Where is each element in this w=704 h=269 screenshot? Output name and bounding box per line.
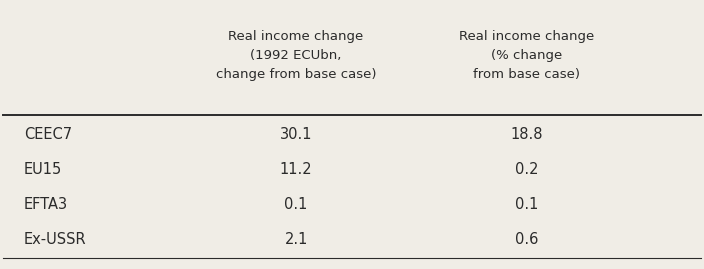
Text: 18.8: 18.8 — [510, 127, 543, 142]
Text: 11.2: 11.2 — [279, 162, 313, 177]
Text: 30.1: 30.1 — [280, 127, 313, 142]
Text: 0.6: 0.6 — [515, 232, 539, 247]
Text: Real income change
(% change
from base case): Real income change (% change from base c… — [459, 30, 594, 81]
Text: 0.1: 0.1 — [515, 197, 539, 212]
Text: 0.1: 0.1 — [284, 197, 308, 212]
Text: Real income change
(1992 ECUbn,
change from base case): Real income change (1992 ECUbn, change f… — [216, 30, 377, 81]
Text: 2.1: 2.1 — [284, 232, 308, 247]
Text: CEEC7: CEEC7 — [24, 127, 72, 142]
Text: 0.2: 0.2 — [515, 162, 539, 177]
Text: EFTA3: EFTA3 — [24, 197, 68, 212]
Text: Ex-USSR: Ex-USSR — [24, 232, 87, 247]
Text: EU15: EU15 — [24, 162, 62, 177]
